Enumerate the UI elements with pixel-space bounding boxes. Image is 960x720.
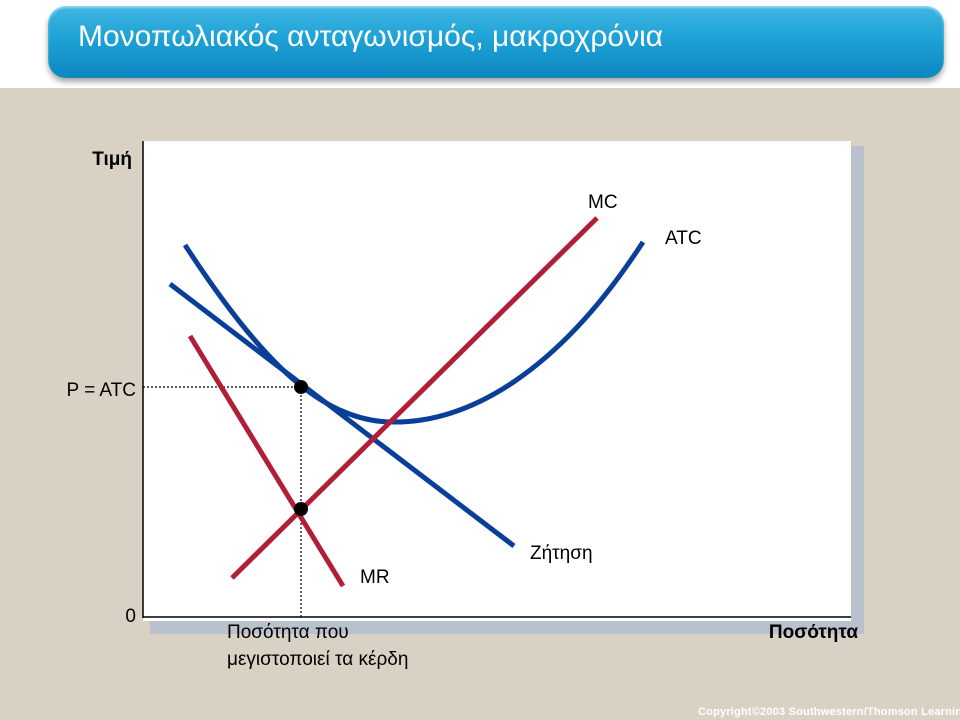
slide-title: Μονοπωλιακός ανταγωνισμός, μακροχρόνια: [78, 20, 664, 53]
mr-mc-intersection-point: [294, 502, 308, 516]
x-axis-label: Ποσότητα: [769, 622, 858, 643]
y-axis-label: Τιμή: [92, 149, 132, 170]
quantity-label-line1: Ποσότητα που: [227, 622, 349, 643]
mc-curve: [230, 216, 599, 580]
price-label: P = ATC: [66, 380, 136, 401]
atc-label: ATC: [665, 228, 702, 249]
copyright-notice: Copyright©2003 Southwestern/Thomson Lear…: [698, 706, 960, 718]
origin-label: 0: [125, 606, 136, 627]
title-bar: Μονοπωλιακός ανταγωνισμός, μακροχρόνια: [48, 6, 944, 78]
mc-label: MC: [588, 192, 618, 213]
plot-area: [143, 141, 851, 621]
demand-curve: [168, 282, 516, 548]
quantity-label-line2: μεγιστοποιεί τα κέρδη: [227, 649, 408, 670]
mr-label: MR: [360, 567, 390, 588]
mr-curve: [187, 334, 346, 588]
tangency-point: [294, 380, 308, 394]
demand-label: Ζήτηση: [530, 543, 593, 564]
